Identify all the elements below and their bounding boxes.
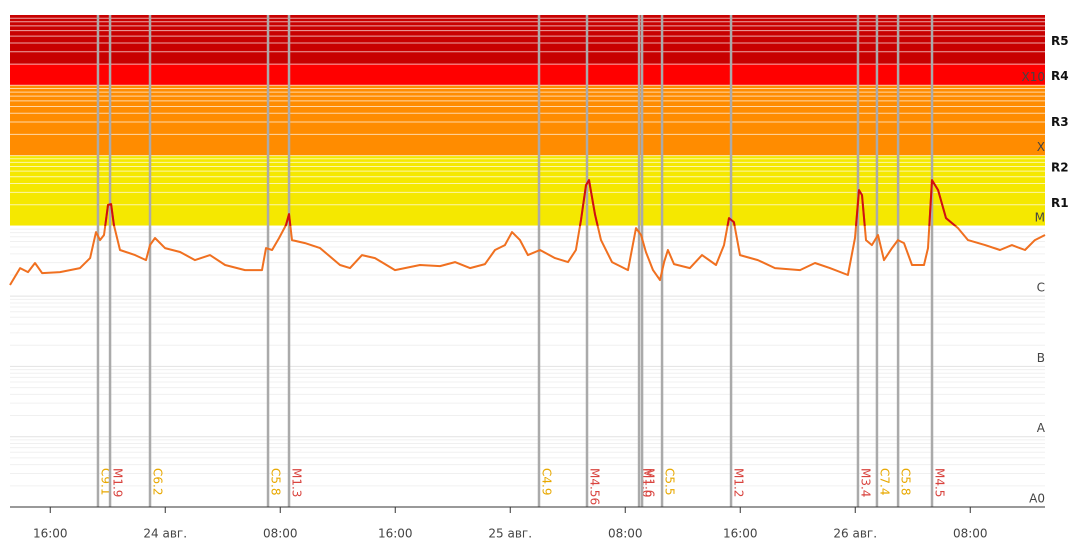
flare-label: M1.6 — [643, 468, 657, 497]
r-label: R2 — [1051, 161, 1069, 175]
x-tick-label: 26 авг. — [833, 527, 877, 541]
x-tick-label: 08:00 — [263, 527, 298, 541]
y-tick-label: M — [1035, 210, 1045, 224]
flare-label: M4.56 — [588, 468, 602, 505]
r-label: R3 — [1051, 115, 1069, 129]
flare-label: M3.4 — [858, 468, 872, 497]
x-tick-label: 08:00 — [953, 527, 988, 541]
y-tick-label: A — [1037, 421, 1046, 435]
flare-label: M1.9 — [111, 468, 125, 497]
flare-label: M1.3 — [290, 468, 304, 497]
y-tick-label: B — [1037, 351, 1045, 365]
r-label: R4 — [1051, 69, 1069, 83]
flare-label: M1.2 — [732, 468, 746, 497]
r-band — [10, 15, 1045, 65]
flare-label: C5.8 — [269, 468, 283, 495]
x-tick-label: 25 авг. — [488, 527, 532, 541]
flare-label: C6.2 — [151, 468, 165, 495]
y-tick-label: X — [1037, 140, 1045, 154]
y-tick-label: X10 — [1022, 70, 1046, 84]
y-tick-label: C — [1037, 281, 1045, 295]
x-tick-label: 16:00 — [723, 527, 758, 541]
x-tick-label: 16:00 — [378, 527, 413, 541]
r-band — [10, 64, 1045, 86]
flux-line — [9, 179, 1046, 286]
flare-label: C7.4 — [877, 468, 891, 495]
r-band — [10, 176, 1045, 226]
flare-label: M4.5 — [933, 468, 947, 497]
flare-label: C5.5 — [663, 468, 677, 495]
y-tick-label: A0 — [1029, 492, 1045, 506]
flare-label: C4.9 — [540, 468, 554, 495]
flare-label: C5.8 — [899, 468, 913, 495]
r-band — [10, 85, 1045, 156]
x-tick-label: 08:00 — [608, 527, 643, 541]
x-tick-label: 16:00 — [33, 527, 68, 541]
r-label: R1 — [1051, 196, 1069, 210]
r-label: R5 — [1051, 34, 1069, 48]
x-tick-label: 24 авг. — [143, 527, 187, 541]
